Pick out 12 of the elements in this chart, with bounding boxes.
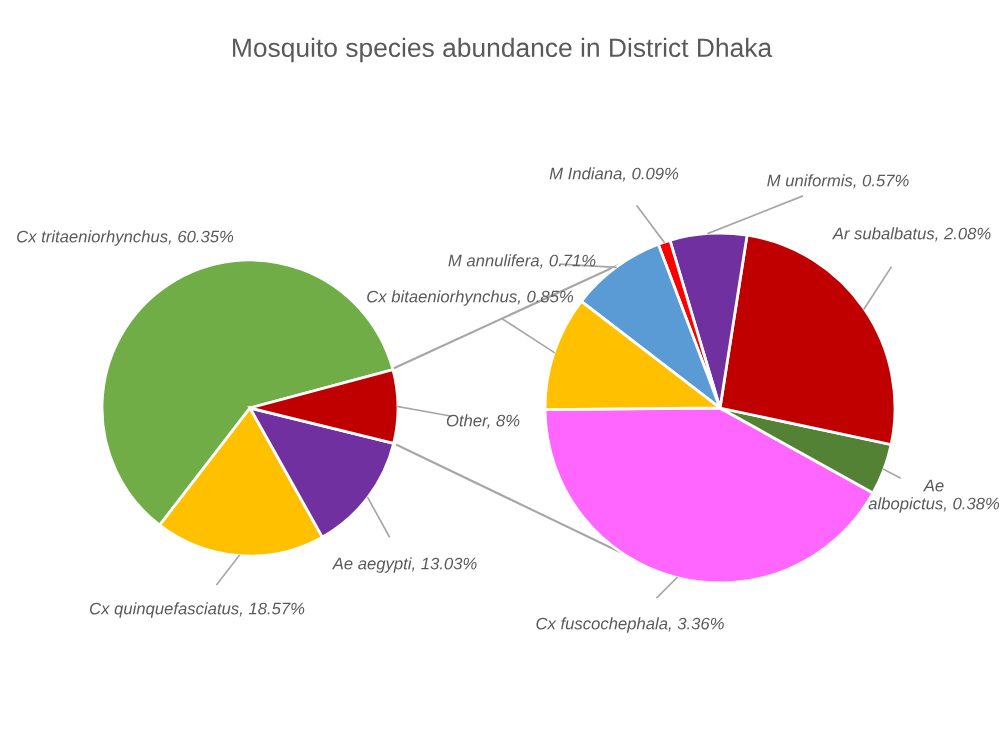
chart-title: Mosquito species abundance in District Dhaka <box>233 37 773 63</box>
slice-label: M uniformis, 0.57% <box>767 174 909 189</box>
slice-label: Cx quinquefasciatus, 18.57% <box>89 602 305 618</box>
slice-label: Cx tritaeniorhynchus, 60.35% <box>17 230 234 246</box>
slice-label: Ae aegypti, 13.03% <box>331 557 477 573</box>
slice-label: Ar subalbatus, 2.08% <box>831 227 991 242</box>
slice-label: M annulifera, 0.71% <box>448 254 596 269</box>
slice-label: Cx fuscochephala, 3.36% <box>536 617 724 633</box>
slice-label: Other, 8% <box>446 414 520 429</box>
slice-label: Ae albopictus, 0.38% <box>868 479 1000 513</box>
slice-label: M Indiana, 0.09% <box>549 167 679 182</box>
slice-label: Cx bitaeniorhynchus, 0.85% <box>367 290 574 306</box>
